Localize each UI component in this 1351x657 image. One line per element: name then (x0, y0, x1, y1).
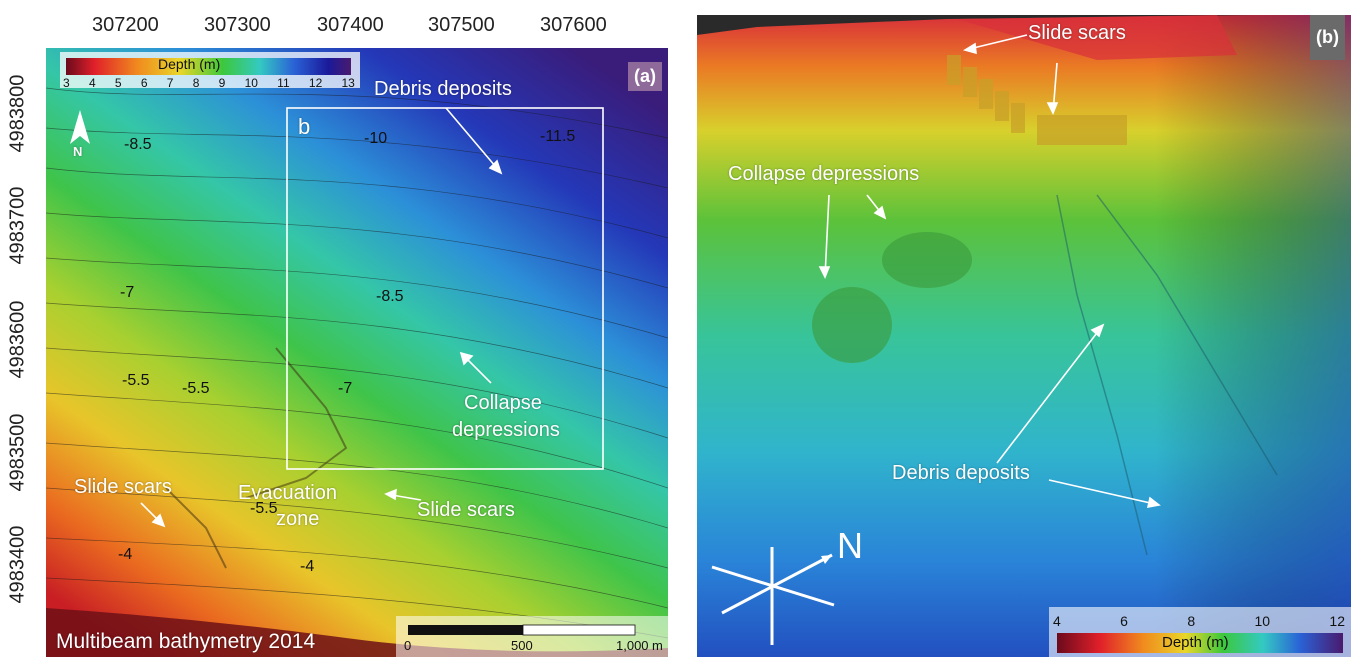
inset-box-b (286, 107, 604, 470)
legend-tick: 8 (192, 76, 200, 90)
legend-b-ticks: 4 6 8 10 12 (1053, 613, 1345, 629)
legend-tick: 4 (1053, 613, 1061, 629)
legend-tick: 10 (244, 76, 258, 90)
depth-color-ramp (66, 58, 351, 75)
contour-label: -4 (118, 546, 133, 563)
bathymetry-surface-b (697, 15, 1351, 657)
contour-label: -5.5 (122, 372, 150, 389)
x-tick: 307300 (204, 14, 271, 36)
legend-tick: 12 (1329, 613, 1345, 629)
legend-b-title: Depth (m) (1162, 634, 1229, 651)
legend-title: Depth (m) (158, 56, 221, 72)
legend-tick: 4 (88, 76, 96, 90)
y-tick: 4983800 (6, 74, 29, 153)
bathymetry-3d-panel-b: (b) Slide scars Collapse depressions Deb… (697, 15, 1351, 657)
legend-tick: 3 (63, 76, 70, 90)
label-collapse-1: Collapse (464, 392, 542, 414)
y-tick: 4983600 (6, 300, 29, 379)
bathymetry-map-panel-a: Depth (m) 3 4 5 6 7 8 9 10 11 12 13 (a) … (46, 48, 668, 657)
legend-ticks: 3 4 5 6 7 8 9 10 11 12 13 (63, 76, 355, 90)
label-evacuation-1: Evacuation (238, 482, 337, 504)
scale-tick: 1,000 (616, 638, 649, 653)
legend-tick: 10 (1254, 613, 1271, 629)
x-tick: 307500 (428, 14, 495, 36)
legend-tick: 5 (114, 76, 122, 90)
label-slide-scars-left: Slide scars (74, 476, 172, 498)
label-slide-scars-right: Slide scars (417, 499, 515, 521)
legend-tick: 6 (140, 76, 148, 90)
north-label: N (73, 144, 83, 159)
north-arrow-shape (70, 110, 90, 144)
contour-label: -8.5 (376, 288, 404, 305)
y-tick: 4983400 (6, 525, 29, 604)
label-debris-deposits: Debris deposits (892, 462, 1030, 484)
bathymetry-surface-a (46, 48, 668, 657)
contour-label: -10 (364, 130, 388, 147)
contour-label: -7 (120, 284, 135, 301)
depth-color-ramp-b (1057, 633, 1343, 653)
y-tick: 4983700 (6, 186, 29, 265)
panel-b-tag: (b) (1310, 15, 1345, 60)
legend-tick: 12 (308, 76, 323, 90)
inset-box-label: b (298, 114, 311, 139)
x-tick: 307200 (92, 14, 159, 36)
legend-tick: 13 (341, 76, 355, 90)
contour-label: -11.5 (540, 128, 576, 145)
scale-unit: m (652, 638, 663, 653)
contour-label: -5.5 (250, 500, 278, 517)
legend-tick: 7 (166, 76, 174, 90)
label-collapse-depressions: Collapse depressions (728, 163, 920, 185)
compass-north-label: N (837, 525, 863, 566)
legend-tick: 11 (277, 76, 290, 90)
contour-label: -7 (338, 380, 353, 397)
scale-tick: 500 (511, 638, 533, 653)
panel-a-tag: (a) (628, 62, 662, 91)
label-evacuation-2: zone (276, 508, 320, 530)
contour-label: -8.5 (124, 136, 152, 153)
y-tick: 4983500 (6, 413, 29, 492)
compass-shape (711, 547, 835, 645)
legend-tick: 6 (1120, 613, 1128, 629)
legend-tick: 9 (218, 76, 226, 90)
contour-label: -4 (300, 558, 315, 575)
x-tick: 307400 (317, 14, 384, 36)
label-debris-deposits: Debris deposits (374, 78, 512, 100)
scale-tick: 0 (404, 638, 412, 653)
label-collapse-2: depressions (452, 419, 560, 441)
legend-tick: 8 (1187, 613, 1196, 629)
contour-label: -5.5 (182, 380, 210, 397)
label-slide-scars: Slide scars (1028, 22, 1126, 44)
x-tick: 307600 (540, 14, 607, 36)
map-caption: Multibeam bathymetry 2014 (56, 630, 316, 653)
